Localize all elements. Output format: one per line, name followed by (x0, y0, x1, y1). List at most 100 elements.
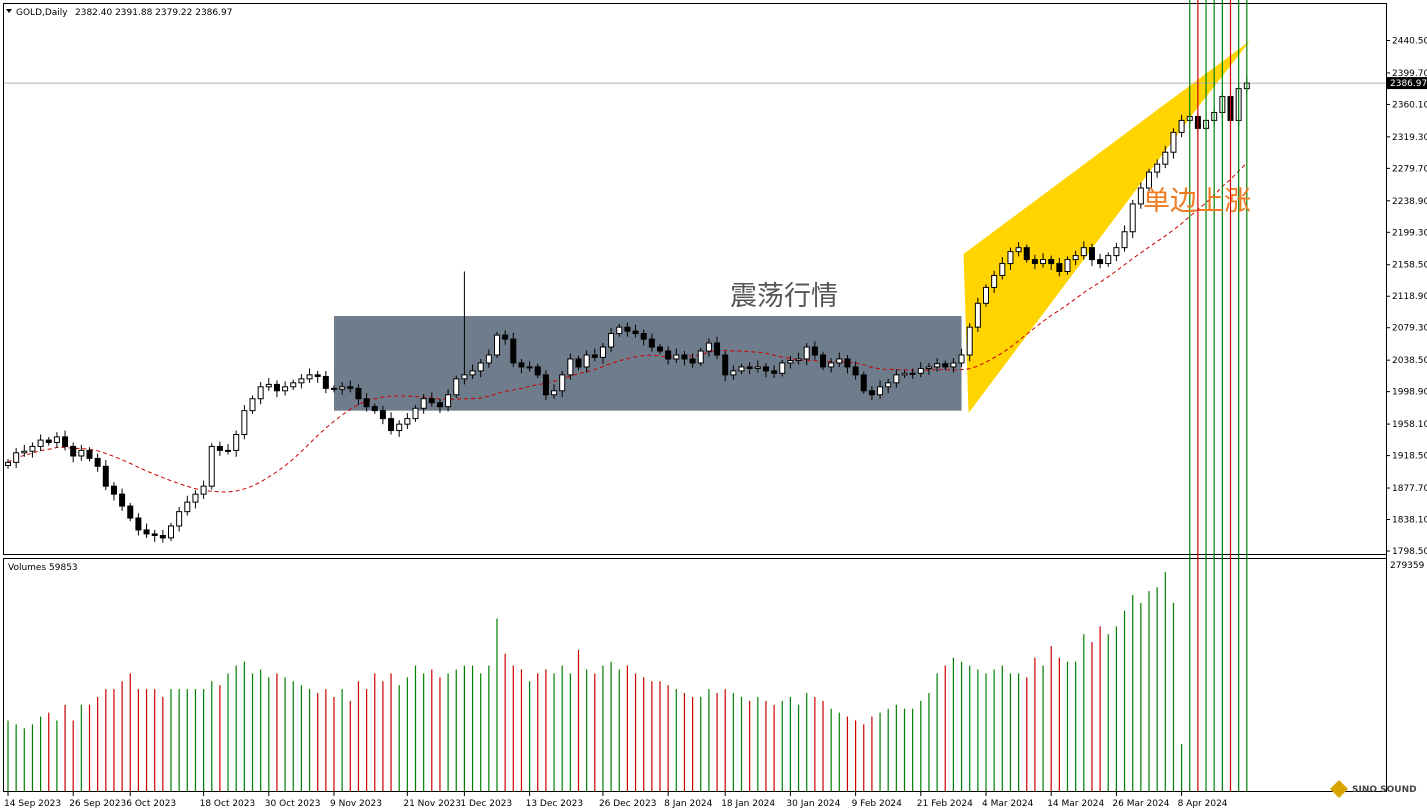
candle-body (208, 445, 215, 487)
candle-body (1088, 247, 1095, 261)
candle-body (273, 383, 280, 392)
candle-body (665, 350, 672, 360)
candle-body (738, 366, 745, 372)
candle-body (119, 493, 126, 507)
candle-body (551, 390, 558, 396)
candle-body (868, 390, 875, 396)
candle-body (78, 449, 85, 457)
candle-body (803, 346, 810, 360)
candle-body (200, 485, 207, 495)
candle-body (1072, 255, 1079, 261)
candle-body (714, 342, 721, 356)
candle-body (13, 452, 20, 463)
candle-body (811, 346, 818, 356)
y-tick-label: 2440.50 (1392, 37, 1427, 47)
candle-body (754, 366, 761, 370)
candle-body (265, 383, 272, 388)
candle-body (1129, 203, 1136, 233)
candle-body (893, 374, 900, 384)
candle-body (53, 436, 60, 443)
x-tick-label: 8 Apr 2024 (1178, 799, 1228, 809)
candle-body (828, 362, 835, 368)
candle-body (534, 366, 541, 376)
candle-body (950, 362, 957, 368)
candle-body (110, 485, 117, 495)
candle-body (925, 366, 932, 370)
y-tick-label: 2079.30 (1392, 324, 1427, 334)
candle-body (771, 370, 778, 374)
x-tick-label: 14 Sep 2023 (4, 799, 61, 809)
watermark-logo: SINO SOUND (1330, 780, 1417, 798)
candle-body (575, 358, 582, 368)
candle-body (1015, 247, 1022, 253)
y-tick-label: 2279.70 (1392, 164, 1427, 174)
watermark-text: SINO SOUND (1352, 785, 1417, 795)
candle-body (404, 418, 411, 425)
candle-body (787, 360, 794, 364)
x-tick-label: 26 Mar 2024 (1112, 799, 1169, 809)
candle-body (298, 378, 305, 384)
candle-body (102, 465, 109, 487)
candle-body (681, 354, 688, 360)
candle-body (795, 358, 802, 362)
candle-body (1105, 255, 1112, 265)
y-tick-label: 1998.90 (1392, 388, 1427, 398)
candle-body (974, 302, 981, 328)
candle-body (1097, 259, 1104, 265)
candle-body (331, 387, 337, 390)
candle-body (62, 436, 69, 447)
candle-body (420, 398, 427, 409)
candle-body (428, 398, 435, 404)
candle-body (159, 534, 166, 539)
candle-body (657, 346, 663, 352)
x-tick-label: 26 Dec 2023 (599, 799, 657, 809)
candle-body (1056, 263, 1063, 273)
candle-body (322, 375, 329, 389)
candle-body (29, 445, 36, 452)
candle-body (942, 363, 949, 368)
candle-body (1040, 259, 1047, 265)
candle-body (1162, 151, 1169, 165)
candle-body (1007, 251, 1014, 265)
candle-body (860, 374, 867, 392)
candle-body (143, 529, 150, 535)
candle-body (1154, 163, 1161, 173)
candle-body (836, 358, 843, 364)
ma-line (7, 162, 1248, 493)
candle-body (412, 407, 419, 420)
candle-body (632, 330, 639, 335)
y-tick-label: 1918.50 (1392, 452, 1427, 462)
candle-body (673, 354, 680, 360)
candle-body (192, 493, 199, 503)
candle-body (1170, 131, 1177, 153)
candle-body (705, 342, 712, 352)
trend-annotation: 单边上涨 (1143, 186, 1251, 217)
candle-body (1064, 259, 1071, 273)
y-tick-label: 2360.10 (1392, 100, 1427, 110)
candle-body (730, 370, 737, 376)
candle-body (241, 410, 248, 436)
candle-body (877, 386, 884, 396)
candle-body (135, 517, 142, 531)
x-tick-label: 9 Nov 2023 (330, 799, 382, 809)
candle-body (388, 418, 395, 432)
symbol-label: GOLD,Daily (16, 8, 68, 18)
candle-body (477, 362, 484, 372)
x-tick-label: 21 Feb 2024 (917, 799, 973, 809)
candle-body (94, 457, 101, 467)
candle-body (176, 511, 183, 527)
x-tick-label: 21 Nov 2023 (403, 799, 461, 809)
candle-body (1113, 247, 1120, 257)
candle-body (347, 386, 354, 389)
candle-body (697, 350, 704, 364)
collapse-arrow-icon[interactable] (6, 9, 12, 13)
candle-body (363, 398, 370, 408)
logo-diamond-icon (1330, 780, 1348, 798)
candle-body (1121, 231, 1128, 249)
candle-body (37, 439, 44, 447)
candle-body (314, 374, 321, 377)
candle-body (1048, 259, 1055, 265)
range-annotation: 震荡行情 (730, 281, 838, 312)
candle-body (526, 366, 533, 369)
y-tick-label: 1798.50 (1392, 547, 1427, 557)
